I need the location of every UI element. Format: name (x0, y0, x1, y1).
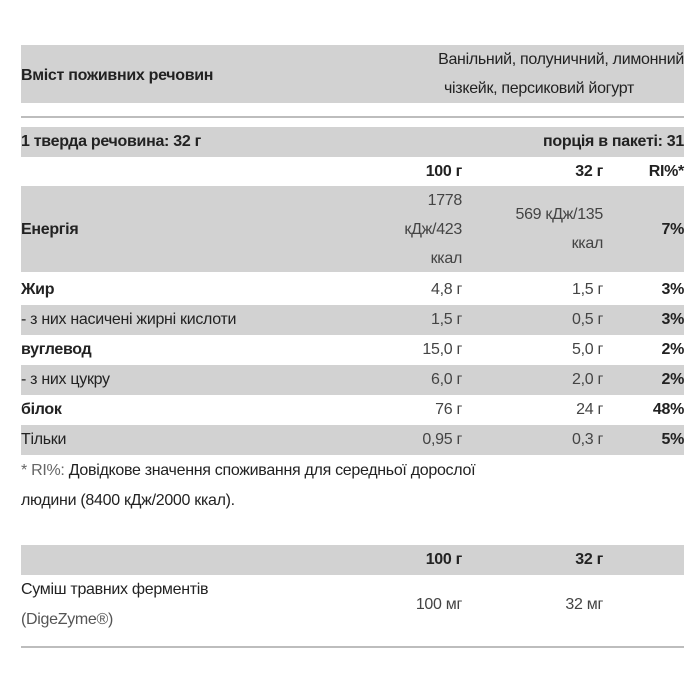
nutrient-row: - з них насичені жирні кислоти 1,5 г 0,5 г… (21, 305, 684, 335)
column-headers: 100 г 32 г RI%* (21, 157, 685, 186)
divider (21, 116, 684, 118)
nutrient-label: вуглевод (21, 341, 92, 358)
nutrient-32g: 2,0 г (571, 371, 603, 388)
footnote-prefix: * RI%: (21, 462, 65, 479)
servings-per-pack: порція в пакеті: 31 (543, 133, 684, 150)
energy-100g-l3: ккал (430, 249, 463, 267)
nutrient-32g: 1,5 г (571, 281, 603, 298)
nutrient-32g: 0,3 г (571, 431, 603, 448)
bottom-divider (21, 646, 684, 648)
nutrient-label: Жир (21, 281, 55, 298)
nutrient-ri: 2% (661, 371, 684, 388)
flavors-line-2: чізкейк, персиковий йогурт (444, 80, 634, 97)
nutrient-100g: 4,8 г (430, 281, 462, 298)
table-title: Вміст поживних речовин (21, 67, 214, 84)
energy-ri: 7% (661, 220, 684, 238)
footnote: * RI%: Довідкове значення споживання для… (21, 456, 684, 516)
nutrient-100g: 6,0 г (430, 371, 462, 388)
nutrient-label: - з них цукру (21, 371, 110, 388)
col-ri: RI%* (648, 162, 685, 180)
enzymes-col-100g: 100 г (425, 551, 463, 568)
energy-32g-l1: 569 кДж/135 (515, 206, 603, 223)
enzymes-row: Суміш травних ферментів (DigeZyme®) 100 … (21, 575, 684, 635)
energy-32g-l2: ккал (571, 235, 604, 252)
energy-row: Енергія 1778 кДж/423 ккал 569 кДж/135 кк… (21, 186, 684, 272)
nutrient-100g: 1,5 г (430, 311, 462, 328)
serving-size: 1 тверда речовина: 32 г (21, 133, 201, 150)
enzymes-header: 100 г 32 г (21, 545, 684, 575)
nutrient-row: - з них цукру 6,0 г 2,0 г 2% (21, 365, 684, 395)
enzymes-col-32g: 32 г (575, 551, 603, 568)
col-32g: 32 г (575, 162, 603, 180)
flavors-line-1: Ванільний, полуничний, лимонний (438, 51, 684, 68)
nutrient-32g: 0,5 г (571, 311, 603, 328)
energy-100g-l2: кДж/423 (404, 220, 462, 238)
col-100g: 100 г (425, 162, 463, 180)
nutrient-100g: 76 г (435, 401, 462, 418)
energy-label: Енергія (21, 220, 79, 238)
enzymes-label: Суміш травних ферментів (21, 581, 209, 598)
energy-100g: 1778 кДж/423 ккал (362, 186, 462, 273)
nutrient-label: Тільки (21, 431, 67, 448)
serving-row: 1 тверда речовина: 32 г порція в пакеті:… (21, 127, 684, 157)
nutrient-row: вуглевод 15,0 г 5,0 г 2% (21, 335, 684, 365)
nutrient-row: Жир 4,8 г 1,5 г 3% (21, 275, 684, 305)
energy-100g-l1: 1778 (427, 191, 463, 209)
enzymes-100g: 100 мг (415, 596, 462, 613)
nutrient-ri: 3% (661, 281, 684, 298)
enzymes-brand: (DigeZyme®) (21, 611, 114, 628)
nutrient-ri: 5% (661, 431, 684, 448)
nutrient-label: - з них насичені жирні кислоти (21, 311, 237, 328)
table-header: Вміст поживних речовин Ванільний, полуни… (21, 45, 684, 103)
nutrient-32g: 5,0 г (571, 341, 603, 358)
flavors: Ванільний, полуничний, лимонний чізкейк,… (438, 45, 684, 103)
nutrient-ri: 2% (661, 341, 684, 358)
nutrient-100g: 15,0 г (422, 341, 462, 358)
energy-32g: 569 кДж/135 ккал (462, 200, 603, 258)
nutrient-100g: 0,95 г (422, 431, 462, 448)
nutrient-row: Тільки 0,95 г 0,3 г 5% (21, 425, 684, 455)
footnote-line-1: Довідкове значення споживання для середн… (64, 462, 476, 479)
nutrient-32g: 24 г (576, 401, 603, 418)
enzymes-32g: 32 мг (565, 596, 603, 613)
footnote-line-2: людини (8400 кДж/2000 ккал). (21, 492, 235, 509)
nutrient-row: білок 76 г 24 г 48% (21, 395, 684, 425)
nutrient-ri: 48% (652, 401, 684, 418)
nutrient-ri: 3% (661, 311, 684, 328)
nutrient-label: білок (21, 401, 62, 418)
